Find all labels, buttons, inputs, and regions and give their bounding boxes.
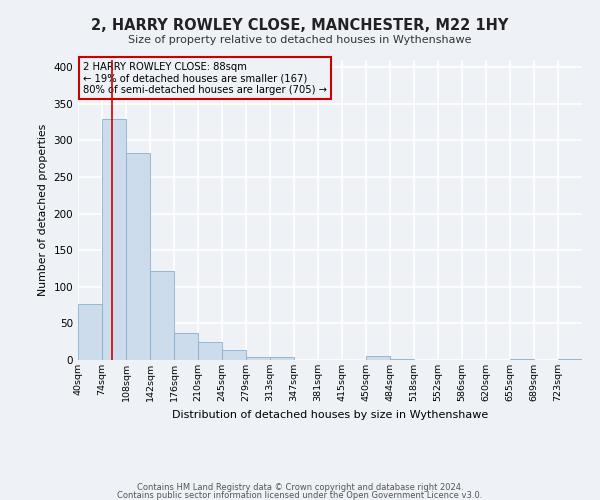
Text: 2, HARRY ROWLEY CLOSE, MANCHESTER, M22 1HY: 2, HARRY ROWLEY CLOSE, MANCHESTER, M22 1… xyxy=(91,18,509,32)
Bar xyxy=(126,153,150,360)
Bar xyxy=(174,333,198,360)
Text: Contains public sector information licensed under the Open Government Licence v3: Contains public sector information licen… xyxy=(118,490,482,500)
Bar xyxy=(366,356,390,360)
Bar xyxy=(390,358,414,360)
Bar xyxy=(558,358,582,360)
Text: Contains HM Land Registry data © Crown copyright and database right 2024.: Contains HM Land Registry data © Crown c… xyxy=(137,484,463,492)
Bar xyxy=(150,270,174,360)
Bar xyxy=(78,304,102,360)
Text: 2 HARRY ROWLEY CLOSE: 88sqm
← 19% of detached houses are smaller (167)
80% of se: 2 HARRY ROWLEY CLOSE: 88sqm ← 19% of det… xyxy=(83,62,327,94)
Bar xyxy=(222,350,246,360)
X-axis label: Distribution of detached houses by size in Wythenshawe: Distribution of detached houses by size … xyxy=(172,410,488,420)
Bar xyxy=(510,358,534,360)
Bar xyxy=(246,357,270,360)
Y-axis label: Number of detached properties: Number of detached properties xyxy=(38,124,48,296)
Bar xyxy=(102,118,126,360)
Bar xyxy=(198,342,222,360)
Text: Size of property relative to detached houses in Wythenshawe: Size of property relative to detached ho… xyxy=(128,35,472,45)
Bar xyxy=(270,357,294,360)
